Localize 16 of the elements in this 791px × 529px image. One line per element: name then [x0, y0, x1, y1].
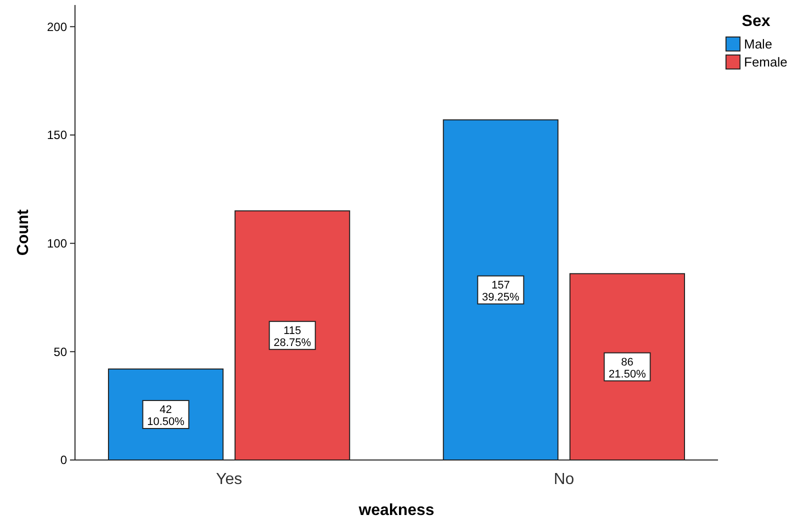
- y-tick-label: 150: [46, 128, 68, 142]
- y-tick-label: 100: [46, 236, 68, 251]
- y-tick-label: 200: [46, 20, 68, 34]
- data-label: 86 21.50%: [608, 356, 646, 380]
- x-tick-label: No: [554, 471, 574, 488]
- y-tick-label: 0: [60, 453, 68, 468]
- legend-title: Sex: [742, 13, 770, 30]
- legend-label: Male: [744, 36, 772, 52]
- y-tick-label: 50: [54, 344, 68, 359]
- data-label: 42 10.50%: [147, 404, 185, 428]
- data-label: 115 28.75%: [274, 324, 312, 349]
- y-axis-title: Count: [15, 208, 32, 256]
- legend-label: Female: [744, 54, 788, 70]
- data-label: 157 39.25%: [482, 279, 520, 304]
- x-tick-label: Yes: [216, 471, 242, 488]
- x-axis-title: weakness: [358, 502, 434, 519]
